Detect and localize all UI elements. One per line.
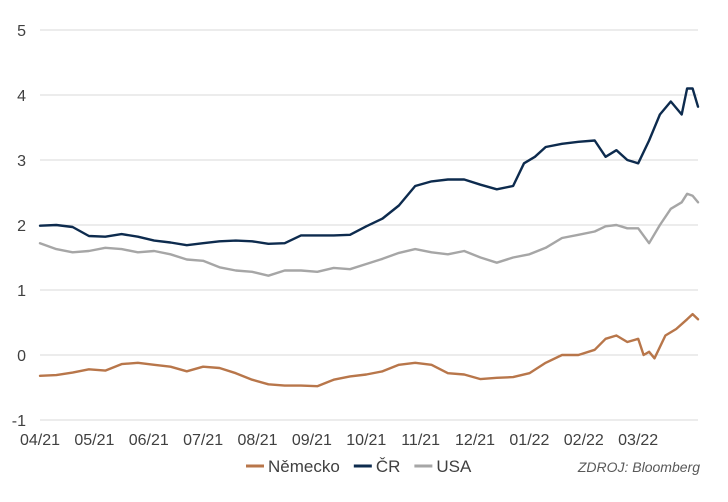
- y-tick-label: 1: [17, 283, 26, 300]
- x-tick-label: 06/21: [129, 432, 169, 449]
- y-tick-label: 4: [17, 88, 26, 105]
- y-axis-ticks: -1 0 1 2 3 4 5: [12, 23, 26, 430]
- x-tick-label: 08/21: [237, 432, 277, 449]
- source-note: ZDROJ: Bloomberg: [577, 459, 700, 475]
- x-axis-ticks: 04/21 05/21 06/21 07/21 08/21 09/21 10/21 11/21…: [20, 432, 658, 449]
- y-tick-label: -1: [12, 413, 26, 430]
- x-tick-label: 11/21: [401, 432, 440, 449]
- y-tick-label: 2: [17, 218, 26, 235]
- legend-label-1: ČR: [376, 457, 401, 476]
- x-tick-label: 12/21: [455, 432, 495, 449]
- legend-label-2: USA: [436, 457, 472, 476]
- series-line-1: [38, 87, 700, 247]
- series-line-2: [38, 192, 700, 277]
- x-tick-label: 02/22: [564, 432, 604, 449]
- y-tick-label: 5: [17, 23, 26, 40]
- x-tick-label: 09/21: [292, 432, 332, 449]
- x-tick-label: 05/21: [74, 432, 114, 449]
- x-tick-label: 07/21: [183, 432, 223, 449]
- y-tick-label: 0: [17, 348, 26, 365]
- x-tick-label: 03/22: [618, 432, 658, 449]
- x-tick-label: 04/21: [20, 432, 60, 449]
- legend: Německo ČR USA: [246, 457, 472, 476]
- x-tick-label: 10/21: [346, 432, 386, 449]
- gridlines: [40, 29, 698, 421]
- series-line-0: [38, 312, 700, 388]
- legend-label-0: Německo: [268, 457, 340, 476]
- x-tick-label: 01/22: [509, 432, 549, 449]
- series-lines: [38, 87, 700, 388]
- y-tick-label: 3: [17, 153, 26, 170]
